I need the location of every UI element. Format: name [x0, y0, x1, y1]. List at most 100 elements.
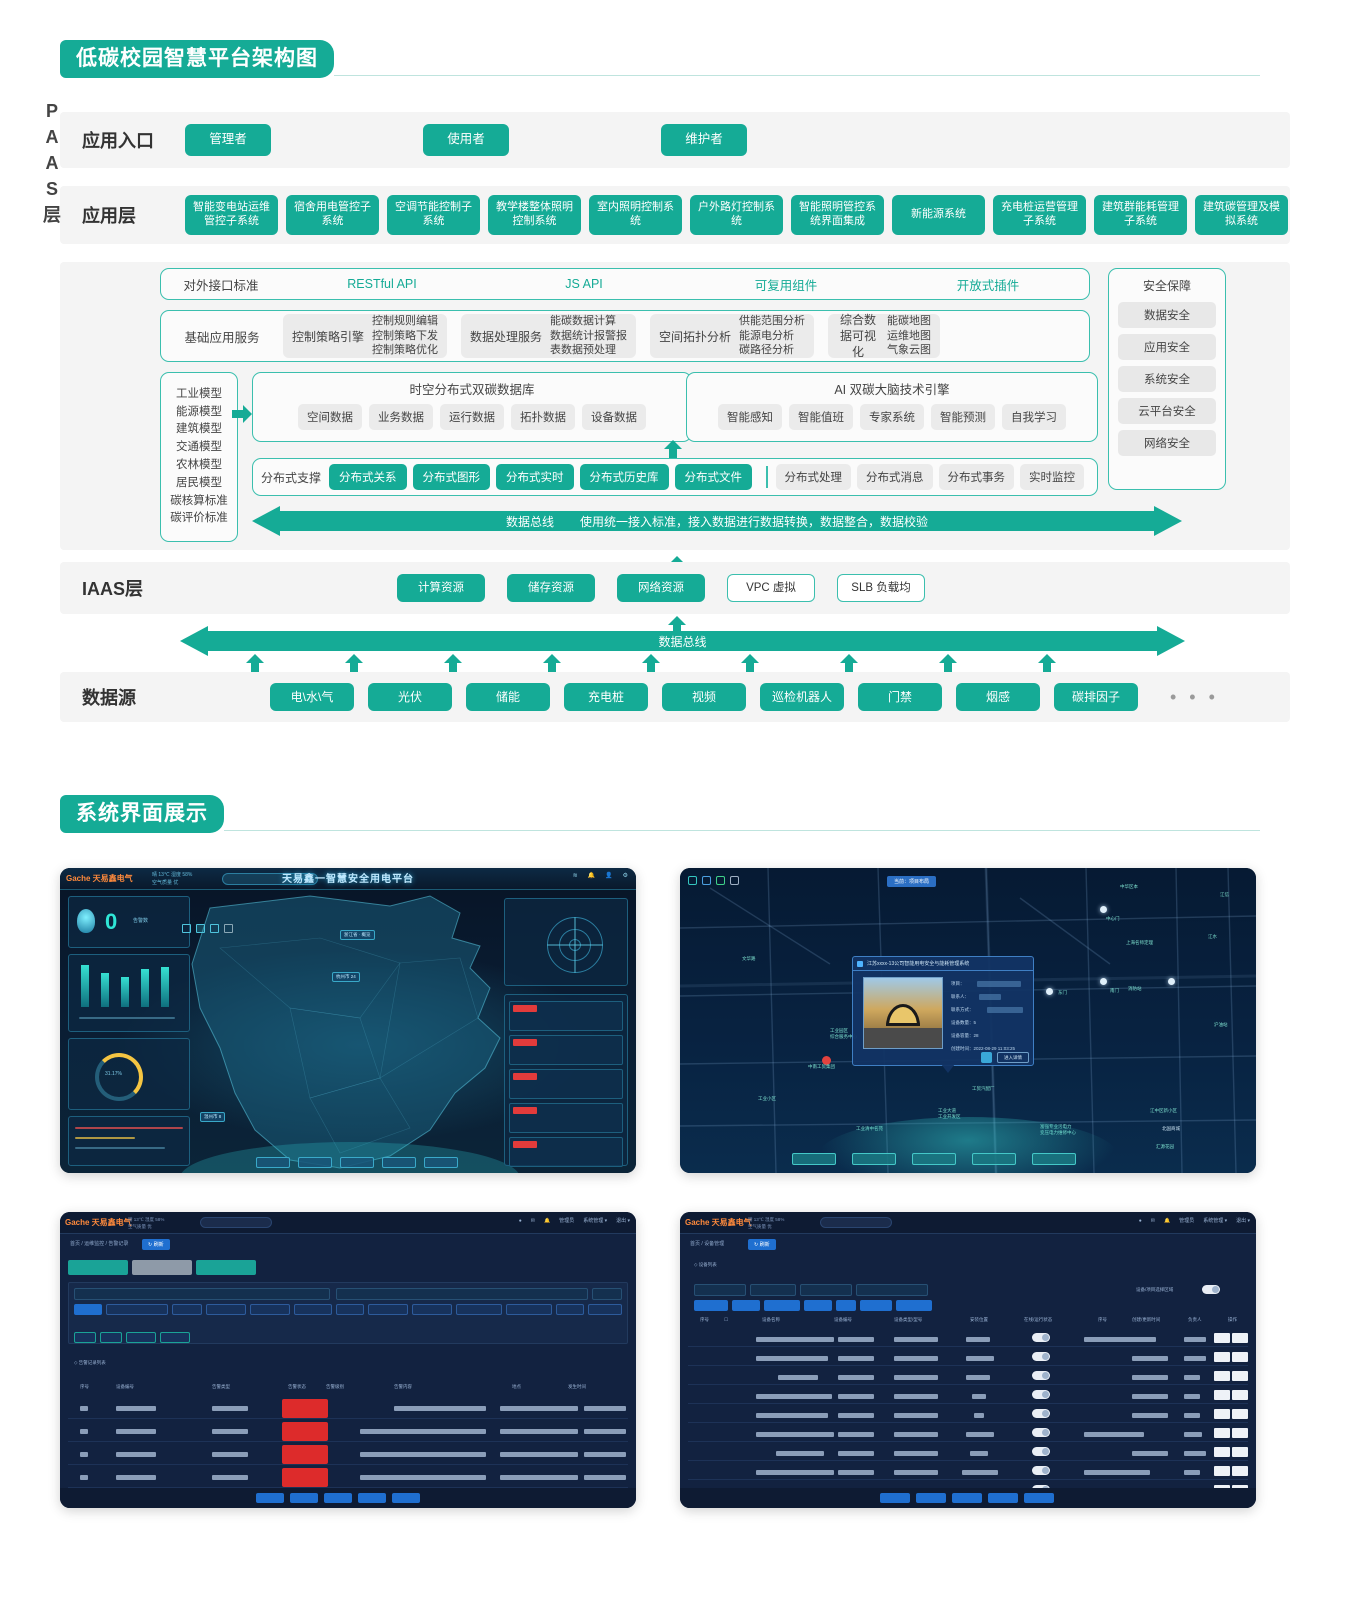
- message-icon[interactable]: ✉: [530, 1217, 535, 1224]
- pagination-button[interactable]: [880, 1493, 910, 1503]
- screenshot-alarm-table[interactable]: Gache 天易鑫电气 晴 13℃ 湿度 58% 空气质量 优 ● ✉ 🔔 管理员…: [60, 1212, 636, 1508]
- dashboard-bottom-button[interactable]: [382, 1157, 416, 1168]
- table-row[interactable]: [688, 1461, 1248, 1480]
- bell-icon[interactable]: 🔔: [543, 1217, 551, 1224]
- map-pin[interactable]: [1100, 906, 1107, 913]
- filter-select-status[interactable]: [800, 1284, 852, 1296]
- table-row[interactable]: [68, 1442, 628, 1465]
- gis-action-button[interactable]: [792, 1153, 836, 1165]
- dist-file[interactable]: 分布式文件: [674, 464, 753, 490]
- row-toggle[interactable]: [1032, 1447, 1050, 1456]
- security-system[interactable]: 系统安全: [1118, 366, 1216, 392]
- service-group-visualization[interactable]: 综合数据可视化 能碳地图 运维地图 气象云图: [828, 313, 941, 359]
- dist-history[interactable]: 分布式历史库: [579, 464, 669, 490]
- status-badge-alarming[interactable]: [282, 1468, 328, 1487]
- service-group-spatial-topology[interactable]: 空间拓扑分析 供能范围分析 能源电分析 碳路径分析: [650, 314, 815, 358]
- row-action-detail[interactable]: [1232, 1428, 1248, 1438]
- row-action-detail[interactable]: [1232, 1371, 1248, 1381]
- heatmap-icon[interactable]: [196, 924, 205, 933]
- filter-tag[interactable]: [588, 1304, 622, 1315]
- map-pin[interactable]: [1046, 988, 1053, 995]
- toolbar-refresh[interactable]: [836, 1300, 856, 1311]
- source-energy-storage[interactable]: 储能: [466, 683, 550, 711]
- refresh-chip[interactable]: ↻ 刷新: [748, 1239, 776, 1250]
- filter-action-button[interactable]: [74, 1332, 96, 1343]
- pagination-button[interactable]: [1024, 1493, 1054, 1503]
- filter-tag[interactable]: [506, 1304, 552, 1315]
- row-toggle[interactable]: [1032, 1466, 1050, 1475]
- db-item-topology[interactable]: 拓扑数据: [511, 404, 575, 430]
- status-badge-alarming[interactable]: [282, 1422, 328, 1441]
- service-group-data-processing[interactable]: 数据处理服务 能碳数据计算 数据统计报警报 表数据预处理: [461, 314, 637, 358]
- source-utilities[interactable]: 电\水\气: [270, 683, 354, 711]
- avatar[interactable]: 管理员: [1179, 1218, 1195, 1224]
- dashboard-bottom-button[interactable]: [424, 1157, 458, 1168]
- pagination-button[interactable]: [256, 1493, 284, 1503]
- table-row[interactable]: [688, 1423, 1248, 1442]
- filter-tag[interactable]: [250, 1304, 290, 1315]
- gis-action-button[interactable]: [912, 1153, 956, 1165]
- source-access-control[interactable]: 门禁: [858, 683, 942, 711]
- map-alert-pin[interactable]: [822, 1056, 831, 1065]
- admin-search-input[interactable]: [200, 1217, 272, 1228]
- ai-item-duty[interactable]: 智能值班: [789, 404, 853, 430]
- dashboard-bottom-button[interactable]: [256, 1157, 290, 1168]
- alert-row[interactable]: [509, 1069, 623, 1099]
- dashboard-bottom-button[interactable]: [298, 1157, 332, 1168]
- wifi-icon[interactable]: ≋: [572, 873, 578, 879]
- logout-link[interactable]: 退出 ▾: [1236, 1218, 1250, 1224]
- pagination-button[interactable]: [988, 1493, 1018, 1503]
- filter-input-name[interactable]: [750, 1284, 796, 1296]
- row-toggle[interactable]: [1032, 1390, 1050, 1399]
- dashboard-bottom-button[interactable]: [340, 1157, 374, 1168]
- status-badge-alarming[interactable]: [282, 1399, 328, 1418]
- app-system-lighting-integration[interactable]: 智能照明管控系统界面集成: [791, 195, 884, 235]
- security-data[interactable]: 数据安全: [1118, 302, 1216, 328]
- row-action-edit[interactable]: [1214, 1409, 1230, 1419]
- screenshot-gis-map[interactable]: 当前：项目布局 中心门 南门 东门 消防站 文华路 工业园区 综合服务中心 中南工…: [680, 868, 1256, 1173]
- filter-tag[interactable]: [106, 1304, 168, 1315]
- alert-row[interactable]: [509, 1035, 623, 1065]
- pagination-button[interactable]: [916, 1493, 946, 1503]
- iaas-network[interactable]: 网络资源: [617, 574, 705, 602]
- gis-action-button[interactable]: [1032, 1153, 1076, 1165]
- bell-icon[interactable]: 🔔: [1163, 1217, 1171, 1224]
- row-toggle[interactable]: [1032, 1428, 1050, 1437]
- row-action-edit[interactable]: [1214, 1352, 1230, 1362]
- row-action-edit[interactable]: [1214, 1371, 1230, 1381]
- db-item-runtime[interactable]: 运行数据: [440, 404, 504, 430]
- filter-action-button[interactable]: [100, 1332, 122, 1343]
- security-cloud[interactable]: 云平台安全: [1118, 398, 1216, 424]
- table-row[interactable]: [688, 1328, 1248, 1347]
- db-item-business[interactable]: 业务数据: [369, 404, 433, 430]
- app-system-new-energy[interactable]: 新能源系统: [892, 195, 985, 235]
- filter-toggle[interactable]: [1202, 1285, 1220, 1294]
- layer-icon[interactable]: [182, 924, 191, 933]
- user-icon[interactable]: 👤: [605, 873, 613, 879]
- alert-row[interactable]: [509, 1001, 623, 1031]
- toolbar-add-device[interactable]: [694, 1300, 728, 1311]
- row-action-detail[interactable]: [1232, 1390, 1248, 1400]
- app-system-streetlight[interactable]: 户外路灯控制系统: [690, 195, 783, 235]
- service-group-control-strategy[interactable]: 控制策略引擎 控制规则编辑 控制策略下发 控制策略优化: [283, 314, 448, 358]
- security-application[interactable]: 应用安全: [1118, 334, 1216, 360]
- role-admin[interactable]: 管理者: [185, 124, 271, 156]
- admin-search-input[interactable]: [820, 1217, 892, 1228]
- pagination-button[interactable]: [324, 1493, 352, 1503]
- dist-transaction[interactable]: 分布式事务: [938, 464, 1015, 490]
- iaas-storage[interactable]: 储存资源: [507, 574, 595, 602]
- popup-detail-button[interactable]: 进入详情: [997, 1052, 1029, 1063]
- admin-topbar-icons[interactable]: ● ✉ 🔔 管理员 系统管理 ▾ 退出 ▾: [519, 1217, 630, 1225]
- marker-icon[interactable]: [210, 924, 219, 933]
- screenshot-device-table[interactable]: Gache 天易鑫电气 晴 13℃ 湿度 58% 空气质量 优 ● ✉ 🔔 管理员…: [680, 1212, 1256, 1508]
- map-zoom-icon[interactable]: [702, 876, 711, 885]
- filter-tag[interactable]: [412, 1304, 452, 1315]
- row-action-detail[interactable]: [1232, 1352, 1248, 1362]
- row-action-edit[interactable]: [1214, 1390, 1230, 1400]
- filter-tag[interactable]: [556, 1304, 584, 1315]
- toolbar-more[interactable]: [896, 1300, 932, 1311]
- gis-action-button[interactable]: [972, 1153, 1016, 1165]
- db-item-device[interactable]: 设备数据: [582, 404, 646, 430]
- dist-realtime[interactable]: 分布式实时: [496, 464, 574, 490]
- app-system-indoor-lighting[interactable]: 室内照明控制系统: [589, 195, 682, 235]
